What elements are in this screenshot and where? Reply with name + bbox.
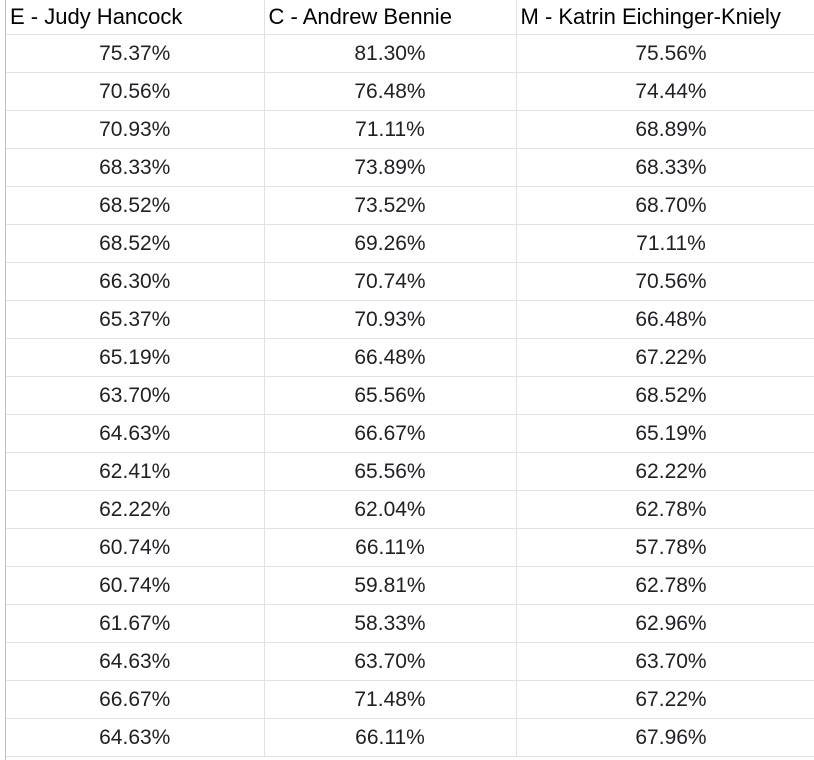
cell-e[interactable]: 66.30% <box>6 262 265 301</box>
cell-e[interactable]: 68.33% <box>6 148 265 187</box>
cell-c[interactable]: 69.26% <box>264 224 517 263</box>
table-row: 64.63% 63.70% 63.70% <box>6 642 814 681</box>
cell-m[interactable]: 71.11% <box>516 224 814 263</box>
table-row: 60.74% 66.11% 57.78% <box>6 528 814 567</box>
cell-m[interactable]: 68.52% <box>516 376 814 415</box>
cell-e[interactable]: 65.37% <box>6 300 265 339</box>
cell-m[interactable]: 67.96% <box>516 718 814 757</box>
cell-c[interactable]: 63.70% <box>264 642 517 681</box>
cell-c[interactable]: 71.48% <box>264 680 517 719</box>
row-header-edge <box>0 0 6 760</box>
cell-m[interactable]: 57.78% <box>516 528 814 567</box>
cell-c[interactable]: 66.67% <box>264 414 517 453</box>
table-row: 65.37% 70.93% 66.48% <box>6 300 814 339</box>
cell-e[interactable]: 64.63% <box>6 642 265 681</box>
cell-c[interactable]: 76.48% <box>264 72 517 111</box>
cell-e[interactable]: 65.19% <box>6 338 265 377</box>
cell-m[interactable]: 67.22% <box>516 338 814 377</box>
cell-c[interactable]: 73.89% <box>264 148 517 187</box>
table-row: 64.63% 66.11% 67.96% <box>6 718 814 757</box>
cell-c[interactable]: 65.56% <box>264 376 517 415</box>
table-row: 64.63% 66.67% 65.19% <box>6 414 814 453</box>
cell-m[interactable]: 66.48% <box>516 300 814 339</box>
table-row: 70.56% 76.48% 74.44% <box>6 72 814 111</box>
table-row: 66.67% 71.48% 67.22% <box>6 680 814 719</box>
cell-e[interactable]: 60.74% <box>6 566 265 605</box>
header-row: E - Judy Hancock C - Andrew Bennie M - K… <box>6 0 814 35</box>
table-row: 65.19% 66.48% 67.22% <box>6 338 814 377</box>
cell-e[interactable]: 64.63% <box>6 414 265 453</box>
cell-m[interactable]: 62.78% <box>516 566 814 605</box>
cell-m[interactable]: 62.22% <box>516 452 814 491</box>
cell-e[interactable]: 75.37% <box>6 34 265 73</box>
cell-c[interactable]: 81.30% <box>264 34 517 73</box>
header-cell-m[interactable]: M - Katrin Eichinger-Kniely <box>516 0 814 35</box>
cell-c[interactable]: 66.11% <box>264 528 517 567</box>
cell-c[interactable]: 62.04% <box>264 490 517 529</box>
table-row: 70.93% 71.11% 68.89% <box>6 110 814 149</box>
cell-e[interactable]: 60.74% <box>6 528 265 567</box>
cell-c[interactable]: 59.81% <box>264 566 517 605</box>
cell-e[interactable]: 61.67% <box>6 604 265 643</box>
table-row: 60.74% 59.81% 62.78% <box>6 566 814 605</box>
cell-c[interactable]: 70.74% <box>264 262 517 301</box>
header-cell-c[interactable]: C - Andrew Bennie <box>264 0 517 35</box>
cell-m[interactable]: 62.78% <box>516 490 814 529</box>
cell-e[interactable]: 70.93% <box>6 110 265 149</box>
cell-c[interactable]: 71.11% <box>264 110 517 149</box>
cell-e[interactable]: 68.52% <box>6 186 265 225</box>
cell-c[interactable]: 73.52% <box>264 186 517 225</box>
scores-table: E - Judy Hancock C - Andrew Bennie M - K… <box>6 0 814 757</box>
cell-m[interactable]: 75.56% <box>516 34 814 73</box>
table-row: 68.33% 73.89% 68.33% <box>6 148 814 187</box>
cell-m[interactable]: 62.96% <box>516 604 814 643</box>
cell-m[interactable]: 68.70% <box>516 186 814 225</box>
cell-m[interactable]: 67.22% <box>516 680 814 719</box>
cell-c[interactable]: 66.11% <box>264 718 517 757</box>
cell-c[interactable]: 58.33% <box>264 604 517 643</box>
cell-c[interactable]: 70.93% <box>264 300 517 339</box>
cell-c[interactable]: 65.56% <box>264 452 517 491</box>
cell-e[interactable]: 68.52% <box>6 224 265 263</box>
cell-e[interactable]: 64.63% <box>6 718 265 757</box>
table-row: 62.41% 65.56% 62.22% <box>6 452 814 491</box>
cell-e[interactable]: 63.70% <box>6 376 265 415</box>
cell-m[interactable]: 65.19% <box>516 414 814 453</box>
cell-m[interactable]: 68.33% <box>516 148 814 187</box>
cell-e[interactable]: 62.22% <box>6 490 265 529</box>
table-row: 66.30% 70.74% 70.56% <box>6 262 814 301</box>
table-row: 68.52% 73.52% 68.70% <box>6 186 814 225</box>
table-row: 68.52% 69.26% 71.11% <box>6 224 814 263</box>
table-row: 63.70% 65.56% 68.52% <box>6 376 814 415</box>
cell-m[interactable]: 63.70% <box>516 642 814 681</box>
table-row: 75.37% 81.30% 75.56% <box>6 34 814 73</box>
cell-e[interactable]: 62.41% <box>6 452 265 491</box>
cell-e[interactable]: 70.56% <box>6 72 265 111</box>
cell-e[interactable]: 66.67% <box>6 680 265 719</box>
table-row: 62.22% 62.04% 62.78% <box>6 490 814 529</box>
cell-m[interactable]: 74.44% <box>516 72 814 111</box>
header-cell-e[interactable]: E - Judy Hancock <box>6 0 265 35</box>
table-body: 75.37% 81.30% 75.56% 70.56% 76.48% 74.44% 70.9… <box>6 34 814 757</box>
cell-c[interactable]: 66.48% <box>264 338 517 377</box>
cell-m[interactable]: 70.56% <box>516 262 814 301</box>
table-row: 61.67% 58.33% 62.96% <box>6 604 814 643</box>
cell-m[interactable]: 68.89% <box>516 110 814 149</box>
